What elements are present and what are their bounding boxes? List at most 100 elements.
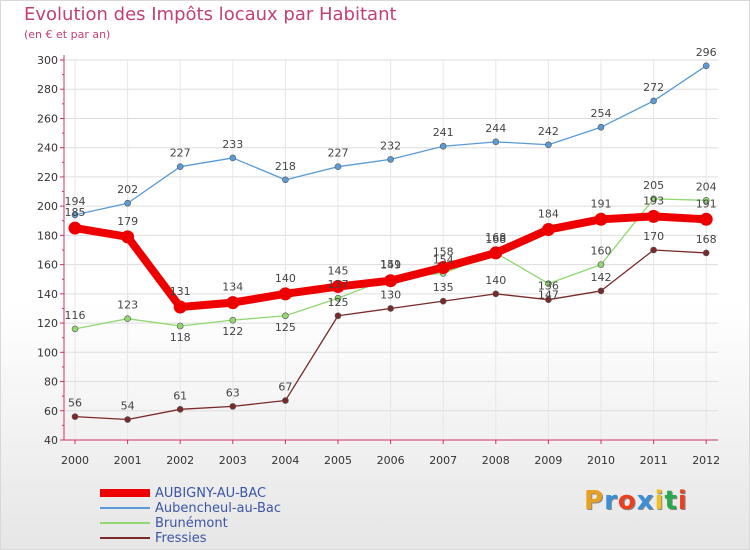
data-point-fressies <box>650 246 657 254</box>
data-label-aubigny-au-bac: 179 <box>117 215 138 228</box>
legend-label: Brunémont <box>155 516 228 531</box>
data-point-fressies <box>597 287 605 295</box>
data-label-fressies: 61 <box>173 389 187 402</box>
y-tick-label: 100 <box>37 346 58 359</box>
data-label-aubigny-au-bac: 185 <box>65 206 86 219</box>
data-point-aubencheul-au-bac <box>282 176 289 184</box>
y-tick-label: 300 <box>37 54 58 67</box>
logo-letter: i <box>677 486 688 516</box>
data-point-aubigny-au-bac <box>489 246 503 260</box>
legend-swatch <box>100 522 150 524</box>
x-tick-label: 2010 <box>587 454 615 467</box>
data-point-brun-mont <box>229 316 237 324</box>
data-label-aubigny-au-bac: 140 <box>275 272 296 285</box>
data-label-aubigny-au-bac: 131 <box>170 285 191 298</box>
data-label-fressies: 67 <box>278 381 292 394</box>
data-label-brun-mont: 123 <box>117 299 138 312</box>
x-tick-label: 2005 <box>324 454 352 467</box>
data-label-brun-mont: 122 <box>222 325 243 338</box>
data-point-aubigny-au-bac <box>594 212 608 226</box>
data-label-brun-mont: 151 <box>380 258 401 271</box>
data-point-aubencheul-au-bac <box>439 142 447 150</box>
data-point-aubencheul-au-bac <box>597 123 605 131</box>
data-label-aubigny-au-bac: 193 <box>643 194 664 207</box>
data-label-brun-mont: 205 <box>643 179 664 192</box>
data-point-aubigny-au-bac <box>541 223 555 237</box>
data-label-fressies: 140 <box>485 274 506 287</box>
x-tick-label: 2004 <box>271 454 299 467</box>
y-tick-label: 160 <box>37 259 58 272</box>
y-tick-label: 80 <box>44 376 58 389</box>
data-label-fressies: 135 <box>433 281 454 294</box>
x-tick-label: 2012 <box>692 454 720 467</box>
data-point-brun-mont <box>282 312 289 320</box>
data-point-aubencheul-au-bac <box>545 141 552 149</box>
data-label-brun-mont: 160 <box>591 245 612 258</box>
data-label-aubigny-au-bac: 158 <box>433 246 454 259</box>
data-label-aubencheul-au-bac: 241 <box>433 126 454 139</box>
data-point-aubencheul-au-bac <box>702 62 710 70</box>
data-point-aubigny-au-bac <box>121 230 135 244</box>
data-point-fressies <box>492 290 500 298</box>
legend-swatch <box>100 489 150 497</box>
legend-swatch <box>100 507 150 509</box>
data-point-fressies <box>702 249 710 257</box>
y-tick-label: 200 <box>37 200 58 213</box>
data-point-fressies <box>439 297 447 305</box>
data-label-fressies: 168 <box>696 233 717 246</box>
data-point-fressies <box>545 296 552 303</box>
data-label-brun-mont: 137 <box>328 278 349 291</box>
x-tick-label: 2002 <box>166 454 194 467</box>
data-point-fressies <box>124 416 131 423</box>
data-point-aubigny-au-bac <box>699 212 713 226</box>
data-label-aubigny-au-bac: 168 <box>485 231 506 244</box>
data-label-brun-mont: 154 <box>433 253 454 266</box>
logo-letter: P <box>584 486 605 516</box>
data-point-fressies <box>282 397 289 404</box>
data-point-aubencheul-au-bac <box>334 163 342 170</box>
legend-label: AUBIGNY-AU-BAC <box>155 486 267 501</box>
data-label-fressies: 170 <box>643 230 664 243</box>
data-point-brun-mont <box>71 325 79 333</box>
proxiti-logo: Proxiti <box>584 486 688 516</box>
data-label-aubencheul-au-bac: 218 <box>275 160 296 173</box>
data-label-aubigny-au-bac: 191 <box>591 197 612 210</box>
data-point-aubencheul-au-bac <box>124 199 131 207</box>
data-label-fressies: 125 <box>328 296 349 309</box>
y-tick-label: 220 <box>37 171 58 184</box>
data-point-brun-mont <box>176 322 184 330</box>
y-tick-label: 120 <box>37 317 58 330</box>
data-label-fressies: 142 <box>591 271 612 284</box>
data-label-brun-mont: 118 <box>170 331 191 344</box>
data-point-aubigny-au-bac <box>68 221 82 235</box>
data-label-aubencheul-au-bac: 227 <box>328 147 349 160</box>
data-point-aubigny-au-bac <box>226 296 240 310</box>
data-label-aubencheul-au-bac: 232 <box>380 139 401 152</box>
data-label-aubencheul-au-bac: 254 <box>591 107 612 120</box>
data-point-aubencheul-au-bac <box>387 156 394 163</box>
x-tick-label: 2001 <box>114 454 142 467</box>
data-point-fressies <box>387 305 394 312</box>
data-label-fressies: 136 <box>538 280 559 293</box>
legend-label: Fressies <box>155 531 207 546</box>
data-point-aubencheul-au-bac <box>492 138 500 146</box>
x-tick-label: 2007 <box>429 454 457 467</box>
x-tick-label: 2003 <box>219 454 247 467</box>
data-label-brun-mont: 204 <box>696 180 717 193</box>
data-point-brun-mont <box>702 197 710 204</box>
data-point-fressies <box>229 403 237 410</box>
y-tick-label: 180 <box>37 229 58 242</box>
data-point-aubigny-au-bac <box>278 287 292 301</box>
x-tick-label: 2011 <box>640 454 668 467</box>
data-label-aubencheul-au-bac: 244 <box>485 122 506 135</box>
data-label-fressies: 63 <box>226 386 240 399</box>
data-point-fressies <box>334 312 342 320</box>
data-label-aubencheul-au-bac: 233 <box>222 138 243 151</box>
x-tick-label: 2009 <box>534 454 562 467</box>
data-label-aubencheul-au-bac: 242 <box>538 125 559 138</box>
data-point-aubigny-au-bac <box>173 300 187 314</box>
data-point-brun-mont <box>334 294 342 302</box>
data-label-aubigny-au-bac: 145 <box>328 265 349 278</box>
data-label-brun-mont: 125 <box>275 321 296 334</box>
